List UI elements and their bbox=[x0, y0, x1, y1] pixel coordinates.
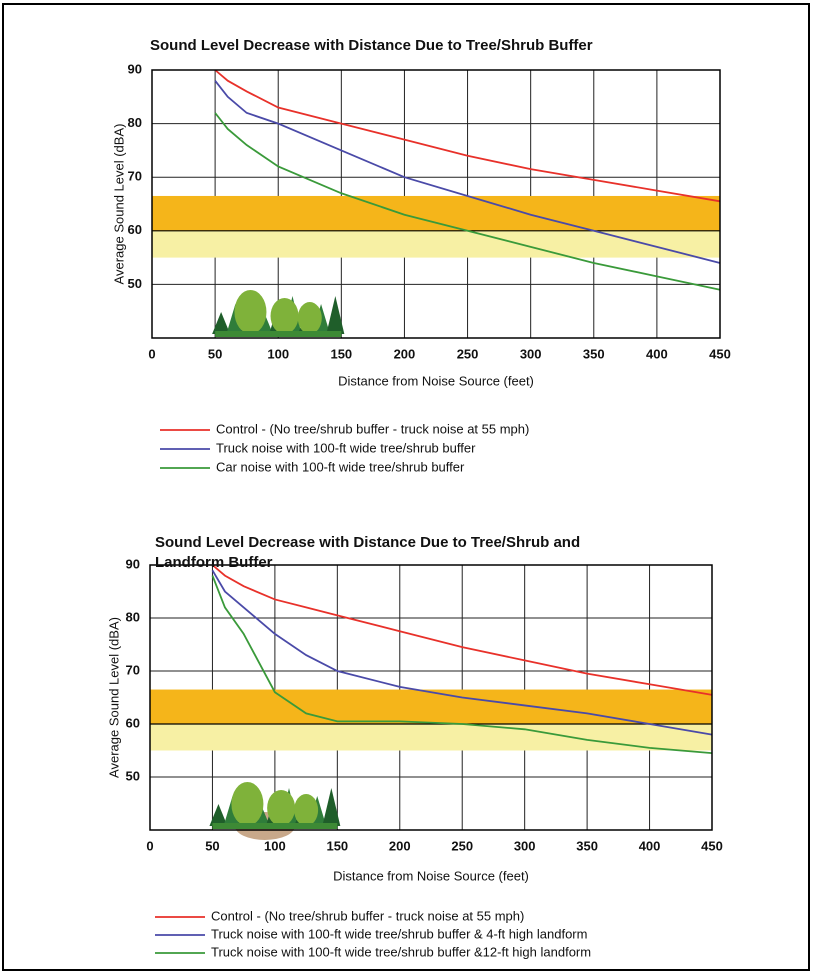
x-tick-label: 450 bbox=[701, 838, 723, 853]
x-tick-label: 350 bbox=[576, 838, 598, 853]
x-tick-label: 250 bbox=[457, 346, 479, 361]
x-tick-label: 300 bbox=[514, 838, 536, 853]
x-tick-label: 400 bbox=[639, 838, 661, 853]
y-tick-label: 60 bbox=[126, 715, 140, 730]
band bbox=[152, 196, 720, 231]
legend-label: Control - (No tree/shrub buffer - truck … bbox=[216, 421, 529, 436]
x-tick-label: 400 bbox=[646, 346, 668, 361]
x-tick-label: 300 bbox=[520, 346, 542, 361]
x-tick-label: 200 bbox=[394, 346, 416, 361]
x-tick-label: 100 bbox=[267, 346, 289, 361]
y-axis-label: Average Sound Level (dBA) bbox=[111, 124, 126, 285]
y-tick-label: 80 bbox=[128, 115, 142, 130]
x-tick-label: 200 bbox=[389, 838, 411, 853]
y-tick-label: 70 bbox=[128, 169, 142, 184]
tree-crown bbox=[271, 298, 299, 334]
y-tick-label: 70 bbox=[126, 662, 140, 677]
y-tick-label: 90 bbox=[126, 556, 140, 571]
ground bbox=[215, 331, 341, 337]
band bbox=[150, 724, 712, 751]
band bbox=[152, 231, 720, 258]
legend-label: Car noise with 100-ft wide tree/shrub bu… bbox=[216, 459, 465, 474]
chart-title: Sound Level Decrease with Distance Due t… bbox=[155, 533, 603, 573]
tree-crown bbox=[267, 790, 295, 826]
x-tick-label: 250 bbox=[451, 838, 473, 853]
tree-crown bbox=[234, 290, 266, 334]
chart-canvas: 0 50 100 150 200 250 300 350 400 450 50 60 70 80 90 Con… bbox=[0, 0, 813, 972]
y-tick-label: 50 bbox=[128, 276, 142, 291]
x-axis-label: Distance from Noise Source (feet) bbox=[338, 373, 534, 388]
tree-crown bbox=[298, 302, 322, 334]
x-tick-label: 0 bbox=[148, 346, 155, 361]
tree-crown bbox=[294, 794, 318, 826]
band bbox=[150, 690, 712, 724]
tree-crown bbox=[231, 782, 263, 826]
ground bbox=[212, 823, 337, 829]
legend-label: Truck noise with 100-ft wide tree/shrub … bbox=[211, 926, 587, 941]
x-tick-label: 0 bbox=[146, 838, 153, 853]
y-tick-label: 90 bbox=[128, 61, 142, 76]
x-tick-label: 100 bbox=[264, 838, 286, 853]
page: 0 50 100 150 200 250 300 350 400 450 50 60 70 80 90 Con… bbox=[0, 0, 813, 972]
y-tick-label: 50 bbox=[126, 768, 140, 783]
y-tick-label: 80 bbox=[126, 609, 140, 624]
legend-label: Truck noise with 100-ft wide tree/shrub … bbox=[211, 944, 591, 959]
y-tick-label: 60 bbox=[128, 222, 142, 237]
legend-label: Control - (No tree/shrub buffer - truck … bbox=[211, 908, 524, 923]
x-tick-label: 150 bbox=[330, 346, 352, 361]
x-tick-label: 150 bbox=[326, 838, 348, 853]
legend-label: Truck noise with 100-ft wide tree/shrub … bbox=[216, 440, 476, 455]
x-axis-label: Distance from Noise Source (feet) bbox=[333, 868, 529, 883]
x-tick-label: 350 bbox=[583, 346, 605, 361]
y-axis-label: Average Sound Level (dBA) bbox=[106, 617, 121, 778]
x-tick-label: 50 bbox=[208, 346, 222, 361]
x-tick-label: 450 bbox=[709, 346, 731, 361]
x-tick-label: 50 bbox=[205, 838, 219, 853]
chart-title: Sound Level Decrease with Distance Due t… bbox=[150, 36, 770, 56]
